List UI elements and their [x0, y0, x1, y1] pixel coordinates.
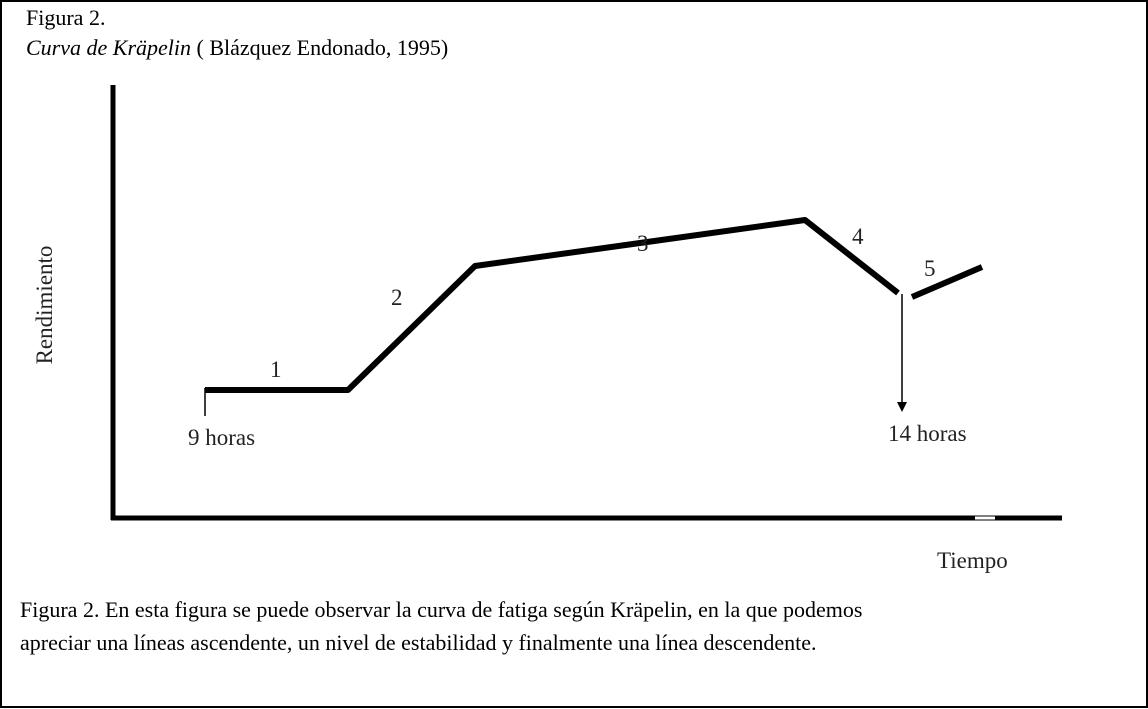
y-axis-label: Rendimiento [32, 246, 57, 365]
recovery-curve [910, 264, 984, 300]
caption-line: apreciar una líneas ascendente, un nivel… [20, 630, 817, 655]
start-label: 9 horas [188, 425, 255, 450]
phase-label: 2 [391, 285, 403, 310]
figure-label: Figura 2. [26, 5, 105, 30]
caption-line: Figura 2. En esta figura se puede observ… [20, 597, 862, 622]
title-rest: ( Blázquez Endonado, 1995) [197, 35, 449, 60]
phase-label: 3 [637, 231, 649, 256]
phase-label: 5 [924, 256, 936, 281]
fatigue-curve [205, 217, 900, 393]
title-italic: Curva de Kräpelin [26, 35, 191, 60]
phase-label: 4 [852, 224, 864, 249]
figure-title: Curva de Kräpelin ( Blázquez Endonado, 1… [26, 35, 448, 60]
phase-label: 1 [270, 357, 282, 382]
arrow-head [897, 402, 907, 412]
end-label: 14 horas [888, 421, 967, 446]
x-axis-label: Tiempo [937, 548, 1008, 573]
